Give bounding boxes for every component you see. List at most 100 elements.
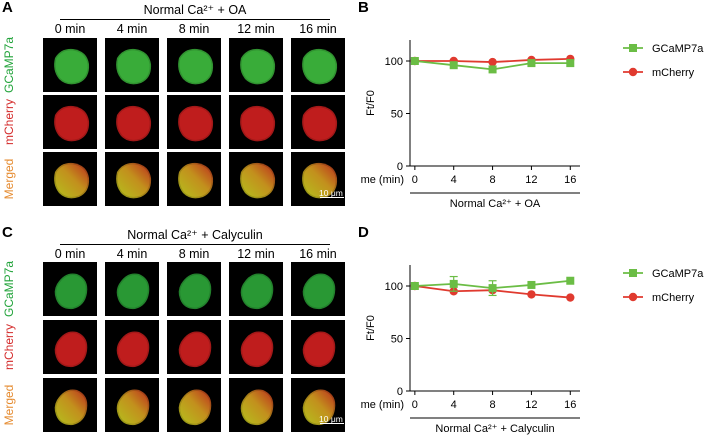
legend-marker: [628, 292, 638, 302]
data-point: [488, 57, 497, 67]
micrograph-cell: [105, 95, 159, 149]
time-label: 0 min: [54, 22, 86, 36]
micrograph-cell: [167, 38, 221, 92]
x-tick-label: 4: [451, 174, 457, 186]
scale-bar: [320, 423, 344, 424]
panel-a-title-rule: [60, 19, 330, 20]
row-label: GCaMP7a: [2, 36, 16, 94]
micrograph-cell: [167, 262, 221, 316]
scale-bar: [320, 197, 344, 198]
micrograph-cell: [291, 95, 345, 149]
micrograph-cell: [167, 95, 221, 149]
micrograph-cell: [167, 378, 221, 432]
x-axis-title: Time (min): [360, 174, 404, 186]
y-tick-label: 0: [397, 161, 403, 173]
data-point: [449, 279, 458, 288]
legend-label: GCaMP7a: [652, 43, 704, 55]
data-point: [527, 280, 536, 289]
panel-letter-c: C: [2, 224, 13, 241]
time-label: 0 min: [54, 247, 86, 261]
micrograph-cell: [229, 378, 283, 432]
time-label: 4 min: [116, 22, 148, 36]
micrograph-cell: [105, 378, 159, 432]
x-tick-label: 12: [525, 399, 537, 411]
data-point: [449, 61, 458, 70]
data-point: [566, 293, 575, 302]
micrograph-cell: [105, 38, 159, 92]
legend-marker: [628, 67, 638, 77]
row-label: mCherry: [2, 99, 16, 146]
y-axis-title: Ft/F0: [365, 90, 377, 116]
y-tick-label: 50: [391, 334, 403, 346]
scale-bar-label: 10 μm: [319, 188, 343, 198]
legend-label: mCherry: [652, 292, 695, 304]
x-tick-label: 12: [525, 174, 537, 186]
data-point: [410, 282, 419, 290]
legend-marker: [629, 269, 637, 277]
time-label: 8 min: [178, 22, 210, 36]
x-axis-title: Time (min): [360, 399, 404, 411]
time-label: 16 min: [299, 22, 337, 36]
scale-bar-label: 10 μm: [319, 414, 343, 424]
y-tick-label: 0: [397, 386, 403, 398]
micrograph-cell: [43, 262, 97, 316]
panel-letter-d: D: [358, 224, 369, 241]
micrograph-cell: [43, 378, 97, 432]
legend-label: GCaMP7a: [652, 268, 704, 280]
panel-c-title-rule: [60, 244, 330, 245]
condition-label: Normal Ca²⁺ + OA: [450, 198, 541, 210]
micrograph-cell: [167, 152, 221, 206]
data-point: [566, 276, 575, 285]
data-point: [566, 59, 575, 68]
micrograph-cell: [291, 262, 345, 316]
x-tick-label: 16: [564, 399, 576, 411]
time-label: 12 min: [237, 22, 275, 36]
y-tick-label: 100: [385, 281, 403, 293]
micrograph-cell: [43, 152, 97, 206]
panel-a-title: Normal Ca²⁺ + OA: [143, 3, 247, 17]
micrograph-cell: [167, 320, 221, 374]
micrograph-cell: [105, 152, 159, 206]
row-label: GCaMP7a: [2, 260, 16, 318]
micrograph-cell: [229, 38, 283, 92]
row-label: Merged: [2, 158, 16, 200]
y-tick-label: 100: [385, 56, 403, 68]
x-tick-label: 0: [412, 174, 418, 186]
x-tick-label: 8: [490, 399, 496, 411]
condition-label: Normal Ca²⁺ + Calyculin: [435, 423, 554, 435]
legend-marker: [629, 44, 637, 52]
data-point: [527, 59, 536, 68]
micrograph-cell: [229, 320, 283, 374]
y-tick-label: 50: [391, 109, 403, 121]
x-tick-label: 8: [490, 174, 496, 186]
row-label: mCherry: [2, 324, 16, 371]
micrograph-cell: [105, 320, 159, 374]
micrograph-cell: [229, 95, 283, 149]
y-axis-title: Ft/F0: [365, 315, 377, 341]
micrograph-cell: [291, 320, 345, 374]
panel-letter-b: B: [358, 0, 369, 16]
x-tick-label: 16: [564, 174, 576, 186]
time-label: 16 min: [299, 247, 337, 261]
data-point: [488, 284, 497, 293]
micrograph-cell: [43, 38, 97, 92]
micrograph-cell: [229, 262, 283, 316]
micrograph-cell: [43, 320, 97, 374]
data-point: [410, 57, 419, 65]
panel-c-title: Normal Ca²⁺ + Calyculin: [127, 228, 263, 242]
chart-d: 0 50 100 Ft/F0 0 4 8 12 16 Time (min) Normal Ca²⁺ …: [360, 265, 704, 435]
micrograph-cell: [291, 38, 345, 92]
micrograph-cell: [43, 95, 97, 149]
row-label: Merged: [2, 384, 16, 426]
chart-b: 0 50 100 Ft/F0 0 4 8 12 16 Time (min) Normal Ca²⁺ …: [360, 40, 704, 210]
x-tick-label: 4: [451, 399, 457, 411]
time-label: 8 min: [178, 247, 210, 261]
data-point: [488, 65, 497, 74]
time-label: 4 min: [116, 247, 148, 261]
x-tick-label: 0: [412, 399, 418, 411]
micrograph-cell: [229, 152, 283, 206]
panel-letter-a: A: [2, 0, 13, 16]
data-point: [527, 290, 536, 299]
time-label: 12 min: [237, 247, 275, 261]
micrograph-cell: [105, 262, 159, 316]
